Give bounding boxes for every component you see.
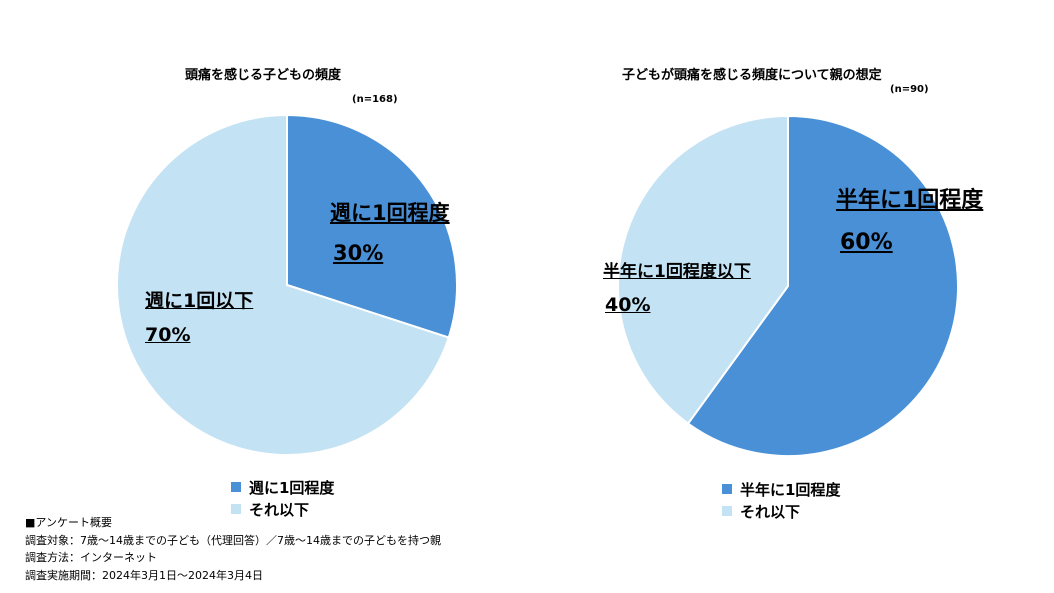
chart2-n-label: (n=90)	[890, 84, 929, 95]
notes-method: 調査方法：インターネット	[25, 551, 157, 564]
legend-swatch-dark	[231, 482, 241, 492]
chart1-title: 頭痛を感じる子どもの頻度	[185, 68, 342, 83]
pie-chart-1	[116, 113, 458, 456]
chart2-legend: 半年に1回程度 それ以下	[722, 478, 840, 522]
chart2-slice1-label: 半年に1回程度	[836, 188, 984, 213]
legend-swatch-light	[722, 506, 732, 516]
legend-label: それ以下	[740, 502, 801, 521]
legend-item: 半年に1回程度	[722, 478, 840, 500]
legend-swatch-dark	[722, 484, 732, 494]
chart2-slice-1	[686, 114, 959, 457]
notes-period: 調査実施期間：2024年3月1日～2024年3月4日	[25, 568, 263, 582]
chart1-slice2-pct: 70%	[145, 324, 191, 346]
notes-heading: ■アンケート概要	[25, 516, 112, 529]
chart1-slice1-label: 週に1回程度	[330, 201, 450, 225]
chart1-n-label: (n=168)	[352, 94, 398, 105]
chart1-slice-1	[286, 113, 458, 339]
survey-notes: ■アンケート概要 調査対象：7歳～14歳までの子ども（代理回答）／7歳～14歳ま…	[25, 514, 441, 584]
chart2-slice1-pct: 60%	[840, 230, 893, 255]
legend-label: 半年に1回程度	[740, 480, 841, 499]
legend-swatch-light	[231, 504, 241, 514]
chart2-slice2-pct: 40%	[605, 294, 651, 316]
chart1-legend: 週に1回程度 それ以下	[231, 476, 334, 520]
legend-item: それ以下	[231, 498, 334, 520]
chart1-slice1-pct: 30%	[333, 241, 384, 265]
chart2-slice-2	[616, 114, 789, 425]
chart2-slice2-label: 半年に1回程度以下	[603, 262, 751, 282]
chart1-slice2-label: 週に1回以下	[145, 290, 254, 312]
notes-target: 調査対象：7歳～14歳までの子ども（代理回答）／7歳～14歳までの子どもを持つ親	[25, 533, 441, 547]
pie-chart-2	[616, 114, 959, 457]
chart2-title: 子どもが頭痛を感じる頻度について親の想定	[622, 68, 882, 83]
legend-item: 週に1回程度	[231, 476, 334, 498]
chart1-slice-2	[116, 113, 450, 456]
legend-label: 週に1回程度	[249, 478, 335, 497]
legend-item: それ以下	[722, 500, 840, 522]
legend-label: それ以下	[249, 500, 310, 519]
